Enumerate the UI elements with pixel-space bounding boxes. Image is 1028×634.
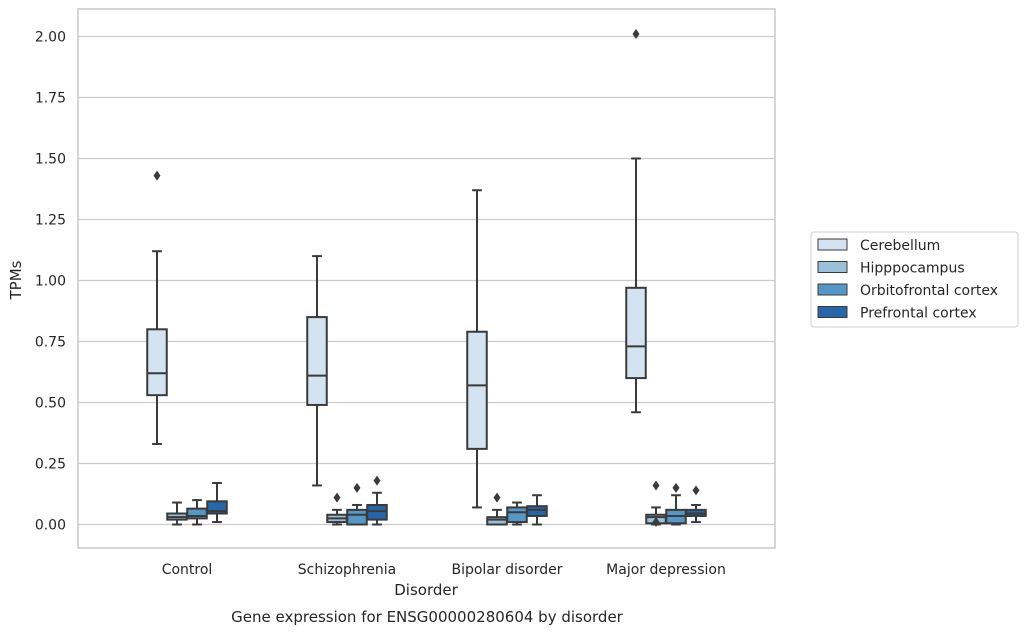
series-cerebellum (146, 29, 647, 509)
box (466, 330, 488, 450)
plot-frame (77, 8, 776, 549)
x-tick-label: Major depression (606, 562, 726, 578)
series-orbitofrontal-cortex (186, 482, 687, 526)
legend-swatch (817, 283, 848, 296)
outlier-point (692, 485, 700, 496)
grid-lines (78, 35, 775, 526)
outlier-point (153, 170, 161, 181)
box (346, 508, 368, 526)
legend-label: Orbitofrontal cortex (860, 283, 998, 299)
outlier-point (652, 480, 660, 491)
box (486, 516, 508, 526)
legend-label: Cerebellum (860, 238, 940, 254)
y-axis-ticks: 0.00 0.25 0.50 0.75 1.00 1.25 1.50 1.75 2.00 (35, 30, 66, 534)
box (366, 503, 388, 521)
y-tick-label: 2.00 (35, 30, 66, 46)
y-tick-label: 1.75 (35, 91, 66, 107)
x-tick-label: Bipolar disorder (451, 562, 562, 578)
x-axis-label: Disorder (394, 581, 458, 599)
box (506, 506, 528, 524)
box (526, 505, 548, 517)
box (306, 316, 328, 406)
x-axis-ticks: Control Schizophrenia Bipolar disorder Majo… (162, 562, 726, 578)
box-plot-series (146, 29, 707, 528)
y-tick-label: 0.50 (35, 396, 66, 412)
outlier-point (652, 517, 660, 528)
legend-swatch (817, 306, 848, 318)
x-tick-label: Control (162, 562, 213, 578)
chart-title: Gene expression for ENSG00000280604 by d… (231, 608, 624, 626)
x-tick-label: Schizophrenia (298, 562, 396, 578)
y-tick-label: 1.50 (35, 152, 66, 168)
legend: Cerebellum Hipppocampus Orbitofrontal cort… (810, 231, 1019, 328)
outlier-point (373, 475, 381, 486)
series-prefrontal-cortex (206, 475, 707, 526)
legend-label: Hipppocampus (860, 261, 965, 277)
box (625, 286, 647, 380)
outlier-point (632, 29, 640, 40)
y-tick-label: 0.25 (35, 457, 66, 473)
y-tick-label: 1.25 (35, 213, 66, 229)
box (146, 328, 168, 397)
outlier-point (353, 482, 361, 493)
y-tick-label: 1.00 (35, 274, 66, 290)
y-tick-label: 0.75 (35, 335, 66, 351)
outlier-point (333, 492, 341, 503)
legend-frame (810, 231, 1019, 328)
legend-swatch (817, 238, 848, 251)
y-tick-label: 0.00 (35, 518, 66, 534)
series-hipppocampus (166, 480, 667, 528)
legend-swatch (817, 261, 848, 273)
y-axis-label: TPMs (7, 260, 25, 300)
legend-label: Prefrontal cortex (860, 306, 977, 322)
outlier-point (672, 482, 680, 493)
outlier-point (493, 492, 501, 503)
